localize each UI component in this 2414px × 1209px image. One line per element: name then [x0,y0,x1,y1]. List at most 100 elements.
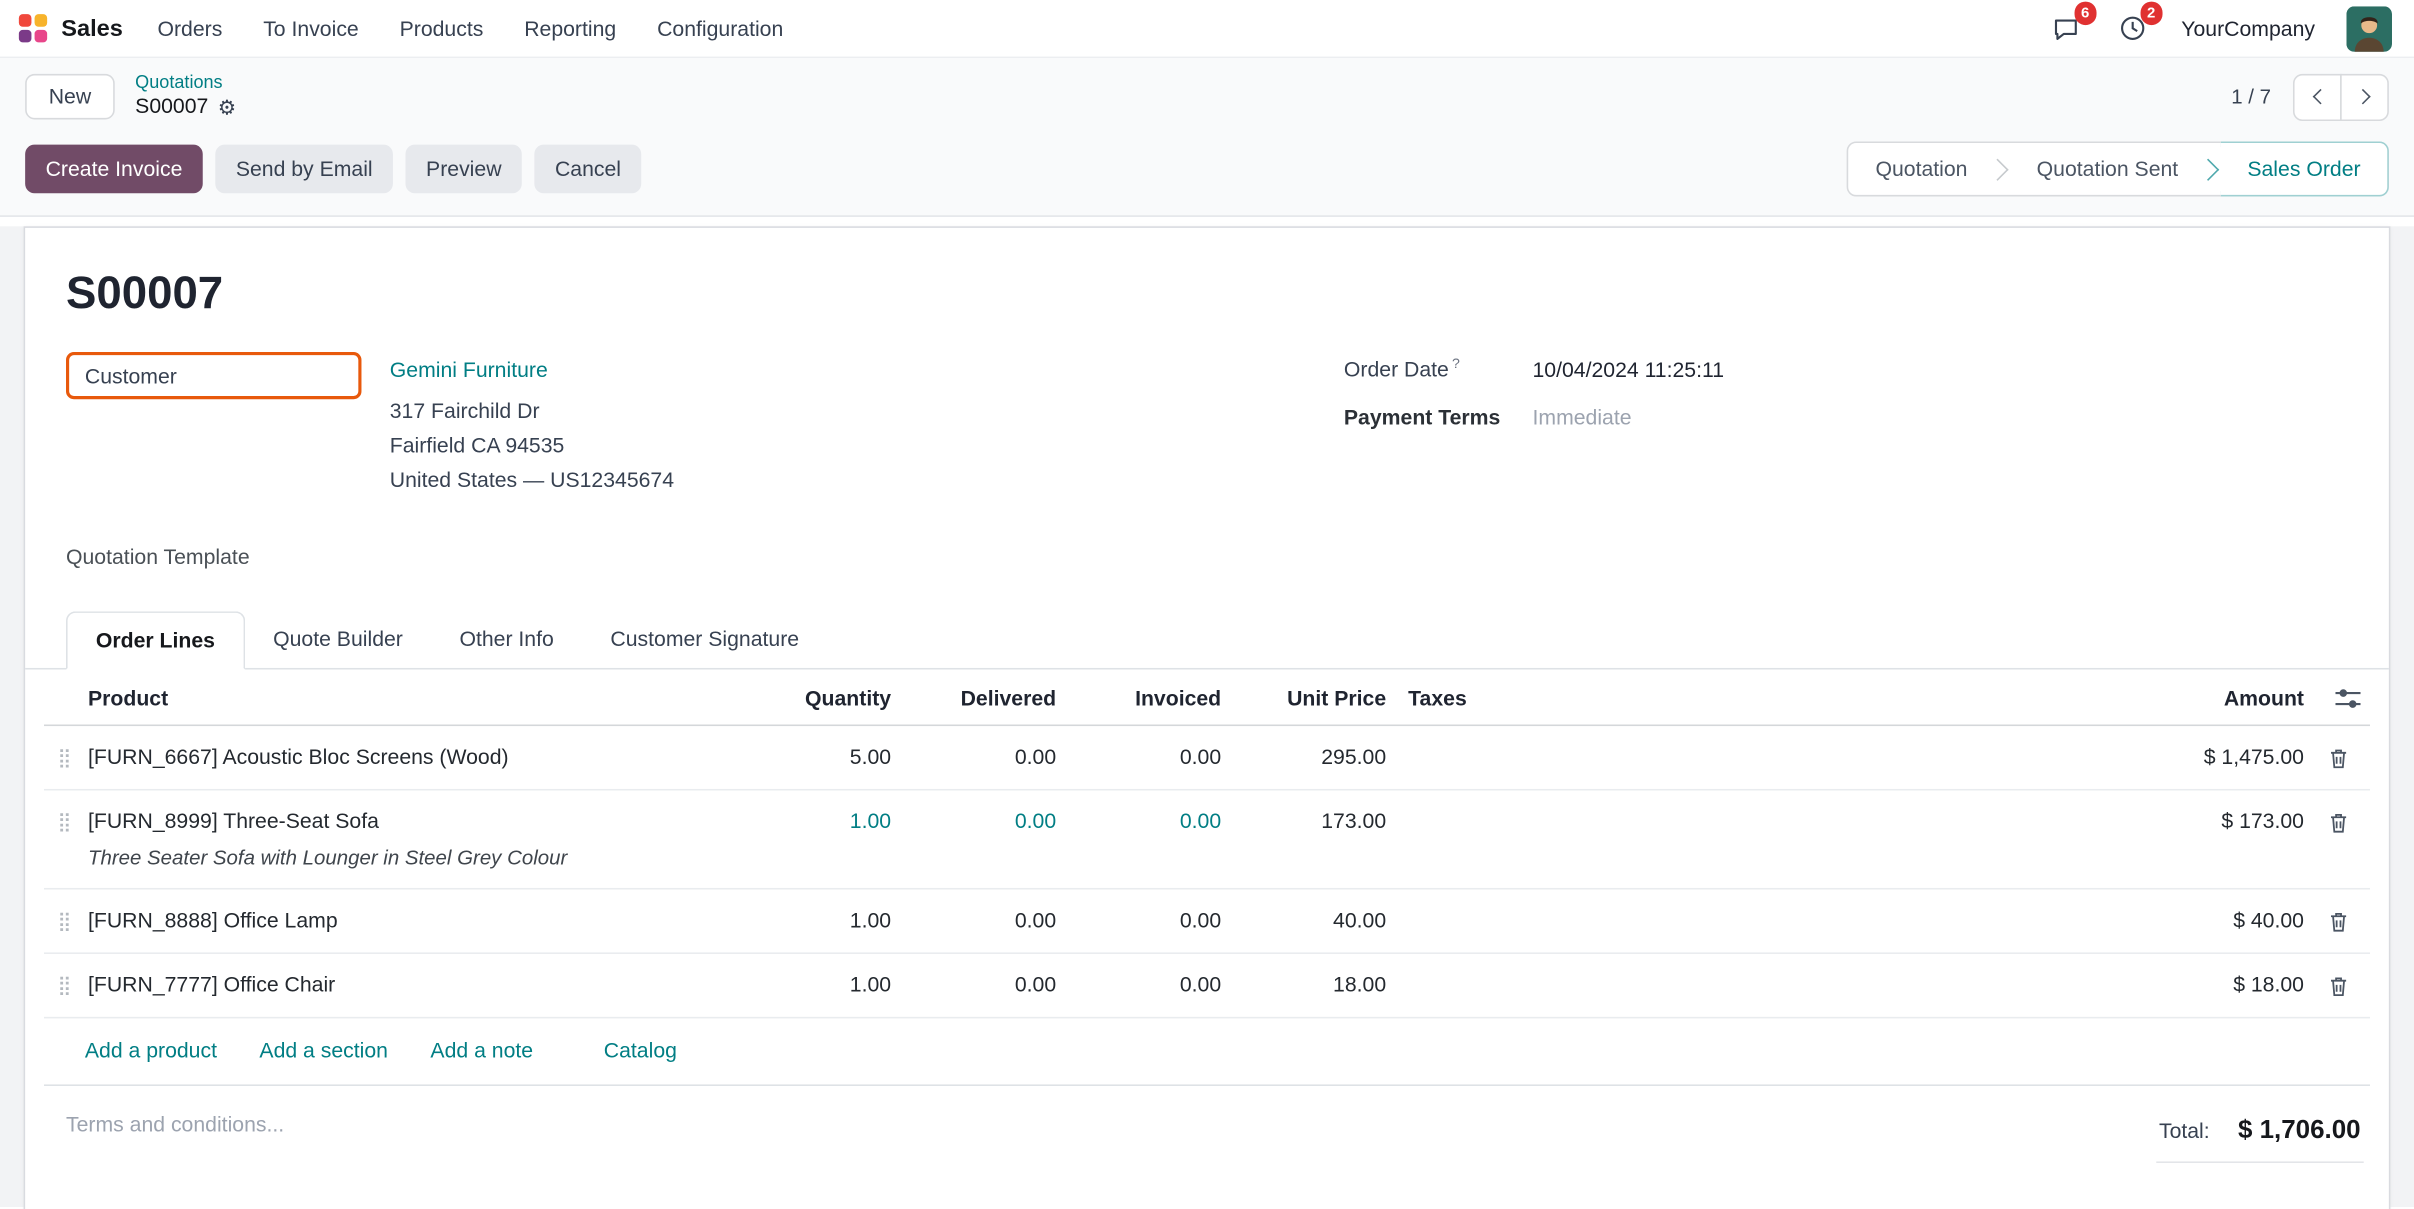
quantity-cell[interactable]: 1.00 [745,906,894,937]
payment-terms-value[interactable]: Immediate [1532,405,1631,429]
invoiced-cell[interactable]: 0.00 [1059,807,1224,838]
product-cell[interactable]: [FURN_7777] Office Chair [85,970,745,1001]
top-navbar: Sales Orders To Invoice Products Reporti… [0,0,2414,58]
form-sheet: S00007 Gemini Furniture 317 Fairchild Dr… [24,227,2391,1209]
help-icon: ? [1452,356,1460,372]
product-cell[interactable]: [FURN_6667] Acoustic Bloc Screens (Wood) [85,742,745,773]
order-date-label: Order Date? [1344,356,1533,382]
table-row[interactable]: ⣿ [FURN_7777] Office Chair 1.00 0.00 0.0… [44,954,2370,1018]
unit-price-cell[interactable]: 18.00 [1224,970,1389,1001]
delivered-cell[interactable]: 0.00 [894,807,1059,838]
add-a-section-link[interactable]: Add a section [259,1039,388,1063]
cancel-button[interactable]: Cancel [535,145,642,194]
delivered-cell[interactable]: 0.00 [894,742,1059,773]
order-date-value[interactable]: 10/04/2024 11:25:11 [1532,358,1724,382]
totals-block: Total: $ 1,706.00 [2156,1113,2364,1163]
menu-products[interactable]: Products [400,17,484,41]
app-window: Sales Orders To Invoice Products Reporti… [0,0,2414,1209]
breadcrumb-quotations-link[interactable]: Quotations [135,72,236,95]
menu-orders[interactable]: Orders [157,17,222,41]
menu-to-invoice[interactable]: To Invoice [263,17,359,41]
tab-order-lines[interactable]: Order Lines [66,612,245,670]
main-content: S00007 Gemini Furniture 317 Fairchild Dr… [0,227,2414,1208]
partner-link[interactable]: Gemini Furniture [390,359,674,383]
messages-badge: 6 [2074,2,2096,25]
messages-icon[interactable]: 6 [2049,11,2084,46]
product-name[interactable]: [FURN_7777] Office Chair [88,970,742,1001]
add-a-product-link[interactable]: Add a product [85,1039,217,1063]
product-cell[interactable]: [FURN_8999] Three-Seat Sofa Three Seater… [85,807,745,873]
apps-menu-button[interactable]: Sales [19,14,123,42]
activities-clock-icon[interactable]: 2 [2115,11,2150,46]
drag-handle-icon[interactable]: ⣿ [44,906,85,937]
customer-input[interactable] [66,352,361,399]
drag-handle-icon[interactable]: ⣿ [44,807,85,838]
product-name[interactable]: [FURN_6667] Acoustic Bloc Screens (Wood) [88,742,742,773]
preview-button[interactable]: Preview [406,145,522,194]
app-name[interactable]: Sales [61,15,123,42]
settings-gear-icon[interactable]: ⚙ [218,98,236,118]
amount-cell: $ 173.00 [2056,807,2307,838]
send-by-email-button[interactable]: Send by Email [215,145,393,194]
delete-line-icon[interactable] [2307,906,2370,934]
invoiced-cell[interactable]: 0.00 [1059,742,1224,773]
breadcrumb-current: S00007 [135,95,208,122]
delete-line-icon[interactable] [2307,807,2370,835]
create-invoice-button[interactable]: Create Invoice [25,145,203,194]
product-name[interactable]: [FURN_8888] Office Lamp [88,906,742,937]
table-row[interactable]: ⣿ [FURN_6667] Acoustic Bloc Screens (Woo… [44,726,2370,790]
order-lines-body: ⣿ [FURN_6667] Acoustic Bloc Screens (Woo… [44,726,2370,1018]
drag-handle-icon[interactable]: ⣿ [44,970,85,1001]
address-line: 317 Fairchild Dr [390,395,674,430]
invoiced-cell[interactable]: 0.00 [1059,906,1224,937]
catalog-link[interactable]: Catalog [604,1039,677,1063]
notebook-tabs: Order Lines Quote Builder Other Info Cus… [25,612,2389,670]
breadcrumb: Quotations S00007 ⚙ [135,72,236,121]
column-quantity: Quantity [745,687,894,711]
menu-reporting[interactable]: Reporting [524,17,616,41]
product-cell[interactable]: [FURN_8888] Office Lamp [85,906,745,937]
terms-and-conditions-input[interactable]: Terms and conditions... [66,1113,284,1137]
status-step-quotation[interactable]: Quotation [1849,143,1994,195]
status-step-sales-order[interactable]: Sales Order [2221,142,2389,197]
new-button[interactable]: New [25,74,115,120]
amount-cell: $ 1,475.00 [2056,742,2307,773]
optional-columns-icon[interactable] [2307,687,2370,711]
status-separator-icon [2205,143,2221,195]
pager-previous-button[interactable] [2293,73,2342,120]
chevron-left-icon [2312,89,2328,105]
quantity-cell[interactable]: 1.00 [745,970,894,1001]
delivered-cell[interactable]: 0.00 [894,906,1059,937]
delete-line-icon[interactable] [2307,970,2370,998]
unit-price-cell[interactable]: 295.00 [1224,742,1389,773]
delivered-cell[interactable]: 0.00 [894,970,1059,1001]
page-title: S00007 [66,269,2348,321]
quantity-cell[interactable]: 5.00 [745,742,894,773]
tab-customer-signature[interactable]: Customer Signature [582,612,827,670]
status-step-quotation-sent[interactable]: Quotation Sent [2010,143,2205,195]
pager-counter[interactable]: 1 / 7 [2231,85,2271,109]
table-header: Product Quantity Delivered Invoiced Unit… [44,670,2370,727]
unit-price-cell[interactable]: 173.00 [1224,807,1389,838]
table-row[interactable]: ⣿ [FURN_8999] Three-Seat Sofa Three Seat… [44,791,2370,890]
total-value: $ 1,706.00 [2238,1116,2361,1146]
product-description: Three Seater Sofa with Lounger in Steel … [88,843,742,873]
column-taxes: Taxes [1389,687,2055,711]
user-avatar[interactable] [2346,6,2392,52]
drag-handle-icon[interactable]: ⣿ [44,742,85,773]
amount-cell: $ 40.00 [2056,906,2307,937]
table-row[interactable]: ⣿ [FURN_8888] Office Lamp 1.00 0.00 0.00… [44,890,2370,954]
tab-other-info[interactable]: Other Info [431,612,582,670]
odoo-apps-icon[interactable] [19,14,47,42]
quantity-cell[interactable]: 1.00 [745,807,894,838]
product-name[interactable]: [FURN_8999] Three-Seat Sofa [88,807,742,838]
company-switcher[interactable]: YourCompany [2181,17,2315,41]
pager-next-button[interactable] [2340,73,2389,120]
line-footer-links: Add a product Add a section Add a note C… [44,1019,2370,1087]
tab-quote-builder[interactable]: Quote Builder [245,612,431,670]
add-a-note-link[interactable]: Add a note [430,1039,533,1063]
delete-line-icon[interactable] [2307,742,2370,770]
menu-configuration[interactable]: Configuration [657,17,783,41]
invoiced-cell[interactable]: 0.00 [1059,970,1224,1001]
unit-price-cell[interactable]: 40.00 [1224,906,1389,937]
